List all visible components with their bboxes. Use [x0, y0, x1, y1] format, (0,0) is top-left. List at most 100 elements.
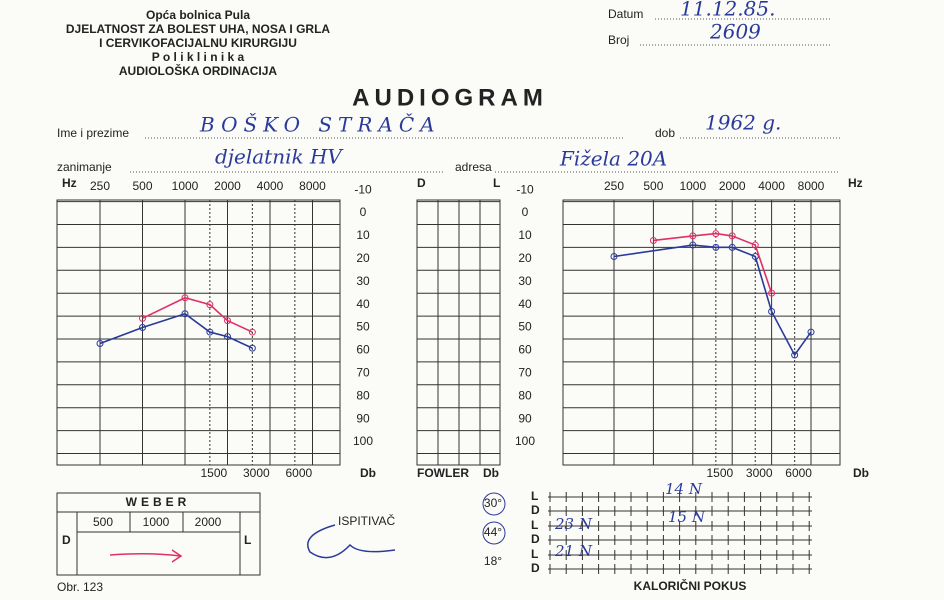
frequency-label: 8000 [299, 179, 326, 193]
db-level-label: 0 [360, 205, 367, 219]
frequency-label: 1000 [679, 179, 706, 193]
ear-label: D [531, 532, 540, 546]
audiograms: Hz Hz Db Db D L FOWLER Db -10 -10 0 0 10 10 20… [56, 176, 869, 480]
threshold-curve [99, 312, 253, 349]
date-label: Datum [608, 7, 643, 21]
threshold-curve [613, 244, 812, 357]
db-level-label: 100 [353, 434, 373, 448]
caloric-note: 23 N [554, 515, 593, 533]
threshold-point [689, 241, 697, 249]
db-level-label: 40 [518, 297, 532, 311]
number-label: Broj [608, 33, 629, 47]
birth-label: dob [655, 126, 675, 140]
ear-label: L [531, 547, 538, 561]
header: Opća bolnica Pula DJELATNOST ZA BOLEST U… [66, 0, 830, 78]
number: 2609 [709, 20, 761, 44]
weber-freq: 1000 [143, 515, 170, 529]
threshold-point [768, 307, 776, 315]
weber-d: D [62, 533, 71, 547]
db-level-label: 50 [518, 320, 532, 334]
frequency-label: 6000 [785, 466, 812, 480]
temperature: 18° [484, 554, 502, 568]
frequency-label: 4000 [758, 179, 785, 193]
db-level-label: 80 [356, 388, 370, 402]
threshold-point [610, 253, 618, 261]
db-level-label: 90 [356, 411, 370, 425]
threshold-point [139, 324, 146, 331]
caloric-note: 14 N [665, 480, 703, 498]
institution-line: DJELATNOST ZA BOLEST UHA, NOSA I GRLA [66, 22, 331, 36]
threshold-point [248, 328, 256, 336]
fowler-label: FOWLER [417, 466, 469, 480]
occupation: djelatnik HV [215, 145, 344, 169]
frequency-label: 500 [132, 179, 152, 193]
db-level-label: 60 [518, 343, 532, 357]
db-level-label: 40 [356, 297, 370, 311]
frequency-label: 3000 [243, 466, 270, 480]
db-level-label: -10 [354, 182, 372, 196]
db-level-label: 10 [356, 228, 370, 242]
institution-line: P o l i k l i n i k a [152, 50, 245, 64]
threshold-point [768, 289, 776, 297]
weber-freq: 2000 [195, 515, 222, 529]
threshold-point [689, 232, 697, 240]
db-level-label: 30 [518, 274, 532, 288]
threshold-point [751, 241, 759, 249]
form-number: Obr. 123 [57, 580, 103, 594]
caloric-label: KALORIČNI POKUS [634, 578, 747, 593]
institution-line: Opća bolnica Pula [146, 8, 250, 22]
caloric-note: 15 N [668, 508, 706, 526]
frequency-label: 250 [604, 179, 624, 193]
fowler-l: L [493, 176, 500, 190]
frequency-label: 3000 [746, 466, 773, 480]
db-level-label: 100 [515, 434, 535, 448]
threshold-point [712, 243, 720, 251]
frequency-label: 8000 [798, 179, 825, 193]
db-label: Db [360, 466, 376, 480]
temperature-circle [482, 521, 506, 545]
examiner-label: ISPITIVAČ [338, 513, 395, 528]
threshold-curve [142, 296, 253, 333]
db-level-label: 90 [518, 411, 532, 425]
title: AUDIOGRAM [352, 84, 548, 111]
threshold-point [712, 230, 720, 238]
db-level-label: -10 [516, 182, 534, 196]
db-level-label: 30 [356, 274, 370, 288]
db-level-label: 60 [356, 343, 370, 357]
threshold-point [224, 317, 231, 325]
weber-title: WEBER [126, 495, 191, 509]
db-level-label: 50 [356, 320, 370, 334]
threshold-point [791, 351, 799, 359]
frequency-label: 2000 [719, 179, 746, 193]
grid-box [56, 199, 341, 466]
db-level-label: 70 [518, 365, 532, 379]
threshold-point [96, 340, 104, 348]
threshold-curve [653, 232, 773, 294]
threshold-point [206, 328, 214, 336]
frequency-label: 6000 [286, 466, 313, 480]
threshold-point [224, 333, 231, 341]
ear-label: L [531, 518, 538, 532]
frequency-label: 500 [643, 179, 663, 193]
threshold-point [181, 294, 189, 302]
fowler-d: D [417, 176, 426, 190]
db-level-label: 70 [356, 365, 370, 379]
grid-box [562, 199, 841, 466]
address: Fižela 20A [559, 147, 667, 171]
threshold-point [807, 328, 815, 336]
weber-l: L [244, 533, 251, 547]
db-level-label: 80 [518, 388, 532, 402]
weber-box [56, 492, 261, 576]
frequency-label: 1000 [172, 179, 199, 193]
weber-arrow [109, 549, 183, 563]
db-level-label: 0 [522, 205, 529, 219]
address-label: adresa [455, 160, 492, 174]
frequency-label: 4000 [257, 179, 284, 193]
ear-label: D [531, 561, 540, 575]
threshold-point [649, 236, 657, 244]
weber-freq: 500 [93, 515, 113, 529]
temperature: 44° [484, 525, 502, 539]
ear-label: D [531, 503, 540, 517]
signature [307, 524, 396, 559]
